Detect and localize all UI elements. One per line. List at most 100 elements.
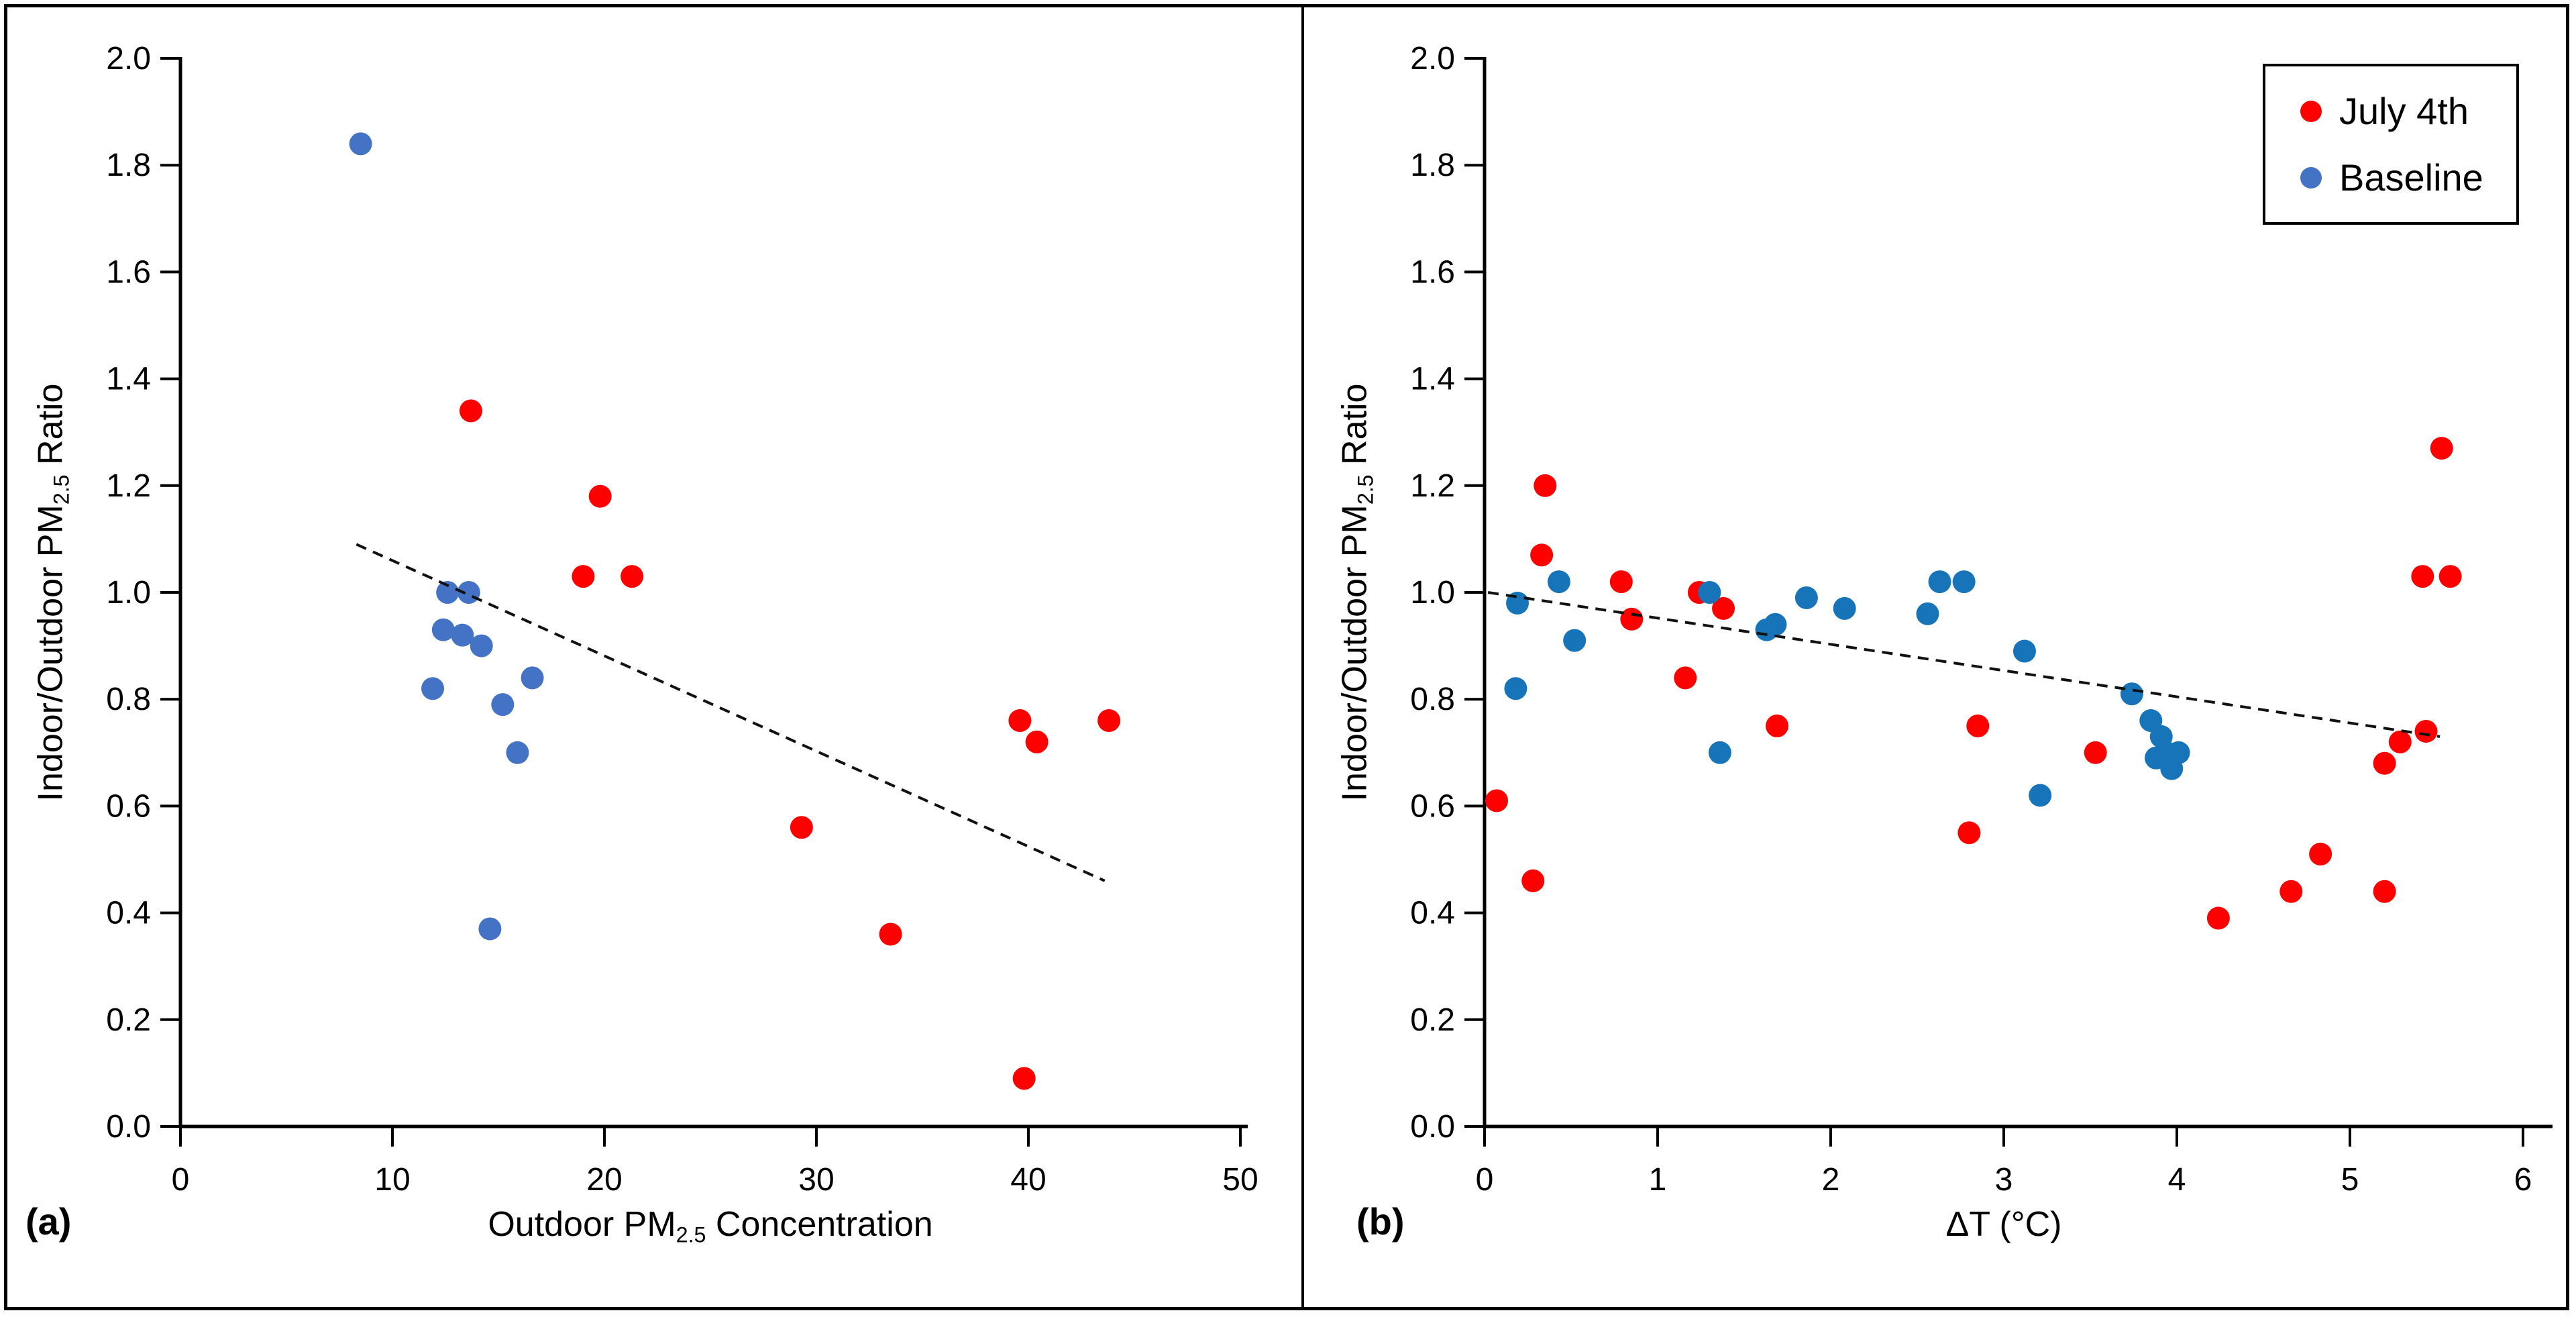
panel-b-label: (b) <box>1356 1200 1405 1243</box>
scatter-point-july4 <box>1534 474 1557 497</box>
panel-a-x-title-text: Outdoor PM <box>488 1205 676 1244</box>
scatter-point-july4 <box>2309 843 2332 866</box>
y-tick-label: 1.2 <box>1410 468 1455 504</box>
legend-item-july4: July 4th <box>2300 89 2516 133</box>
x-tick-label: 2 <box>1822 1162 1840 1198</box>
scatter-point-july4 <box>2373 880 2396 903</box>
y-tick-label: 1.8 <box>1410 148 1455 183</box>
scatter-point-baseline <box>1547 570 1570 594</box>
scatter-point-baseline <box>1506 591 1529 615</box>
scatter-point-july4 <box>1609 570 1633 594</box>
x-tick-label: 50 <box>1222 1162 1258 1198</box>
y-tick-label: 0.6 <box>1410 788 1455 824</box>
scatter-point-baseline <box>1952 570 1976 594</box>
scatter-point-july4 <box>1012 1067 1036 1090</box>
panel-divider-line <box>1301 4 1304 1310</box>
y-tick-label: 0.8 <box>106 682 151 717</box>
x-tick-label: 5 <box>2341 1162 2359 1198</box>
scatter-point-july4 <box>1521 869 1545 892</box>
y-tick-label: 1.2 <box>106 468 151 504</box>
scatter-point-july4 <box>2373 751 2396 775</box>
legend-marker-baseline-icon <box>2300 166 2322 189</box>
scatter-point-july4 <box>459 399 482 423</box>
scatter-point-baseline <box>478 917 502 941</box>
y-tick-label: 0.4 <box>1410 896 1455 931</box>
panel-a-label: (a) <box>25 1200 72 1243</box>
y-tick-label: 0.0 <box>106 1109 151 1145</box>
panel-a-x-title-text2: Concentration <box>706 1205 933 1244</box>
scatter-point-baseline <box>491 693 515 717</box>
scatter-point-july4 <box>2430 437 2453 460</box>
panel-a-y-title-subscript: 2.5 <box>49 474 74 505</box>
scatter-point-july4 <box>790 816 813 839</box>
scatter-point-baseline <box>431 618 455 641</box>
x-tick-label: 6 <box>2514 1162 2532 1198</box>
y-tick-label: 1.4 <box>1410 362 1455 397</box>
legend: July 4th Baseline <box>2263 64 2519 225</box>
scatter-point-july4 <box>1966 715 1990 737</box>
y-tick-label: 1.6 <box>106 254 151 290</box>
panel-b-y-axis-title: Indoor/Outdoor PM2.5 Ratio <box>1335 384 1379 802</box>
legend-item-baseline: Baseline <box>2300 156 2516 199</box>
x-tick-label: 0 <box>1476 1162 1494 1198</box>
scatter-point-baseline <box>421 677 445 700</box>
scatter-point-baseline <box>1928 570 1951 594</box>
panel-a-y-title-text: Indoor/Outdoor PM <box>31 505 70 802</box>
scatter-point-july4 <box>2411 565 2434 588</box>
x-tick-label: 20 <box>586 1162 622 1198</box>
x-tick-label: 3 <box>1995 1162 2013 1198</box>
scatter-point-baseline <box>470 634 493 657</box>
scatter-point-july4 <box>2388 730 2412 753</box>
scatter-point-baseline <box>1708 741 1731 764</box>
scatter-point-july4 <box>1620 607 1644 631</box>
scatter-point-baseline <box>349 132 372 156</box>
y-tick-label: 2.0 <box>1410 41 1455 76</box>
x-tick-label: 0 <box>172 1162 190 1198</box>
scatter-point-baseline <box>1563 629 1587 652</box>
x-tick-label: 1 <box>1649 1162 1667 1198</box>
scatter-point-july4 <box>2206 906 2230 930</box>
panel-b-y-title-text: Indoor/Outdoor PM <box>1335 505 1375 802</box>
scatter-point-july4 <box>2414 719 2438 743</box>
scatter-point-july4 <box>1766 715 1789 737</box>
scatter-point-july4 <box>2084 741 2107 764</box>
x-tick-label: 4 <box>2168 1162 2186 1198</box>
legend-label-baseline: Baseline <box>2339 156 2483 199</box>
scatter-point-baseline <box>1698 581 1721 604</box>
scatter-point-july4 <box>1097 709 1121 733</box>
scatter-point-july4 <box>1025 730 1049 753</box>
y-tick-label: 2.0 <box>106 41 151 76</box>
y-tick-label: 1.0 <box>106 575 151 611</box>
scatter-point-baseline <box>1833 596 1856 620</box>
scatter-point-july4 <box>572 565 595 588</box>
y-tick-label: 0.4 <box>106 896 151 931</box>
scatter-point-baseline <box>1794 586 1818 609</box>
panel-b-x-axis-title: ΔT (°C) <box>1945 1205 2062 1244</box>
y-tick-label: 0.6 <box>106 788 151 824</box>
scatter-point-baseline <box>1764 613 1787 636</box>
scatter-point-july4 <box>1712 596 1735 620</box>
x-tick-label: 40 <box>1010 1162 1046 1198</box>
scatter-point-july4 <box>1957 821 1981 845</box>
scatter-point-july4 <box>1485 789 1509 812</box>
x-tick-label: 10 <box>374 1162 410 1198</box>
legend-marker-july4-icon <box>2300 100 2322 122</box>
panel-b-y-title-subscript: 2.5 <box>1353 474 1378 505</box>
panel-a-x-title-subscript: 2.5 <box>676 1222 706 1247</box>
scatter-point-july4 <box>879 923 902 946</box>
scatter-point-baseline <box>521 666 544 690</box>
y-tick-label: 0.2 <box>106 1002 151 1038</box>
panel-a-y-axis-title: Indoor/Outdoor PM2.5 Ratio <box>31 384 74 802</box>
scatter-point-july4 <box>2438 565 2462 588</box>
scatter-point-baseline <box>2012 639 2036 663</box>
panel-a-y-title-text2: Ratio <box>31 383 70 475</box>
y-tick-label: 0.2 <box>1410 1002 1455 1038</box>
scatter-point-baseline <box>436 581 460 604</box>
panel-a-x-axis-title: Outdoor PM2.5 Concentration <box>488 1204 932 1248</box>
scatter-point-baseline <box>1916 602 1939 625</box>
y-tick-label: 0.8 <box>1410 682 1455 717</box>
y-tick-label: 1.8 <box>106 148 151 183</box>
trendline <box>356 543 1106 882</box>
